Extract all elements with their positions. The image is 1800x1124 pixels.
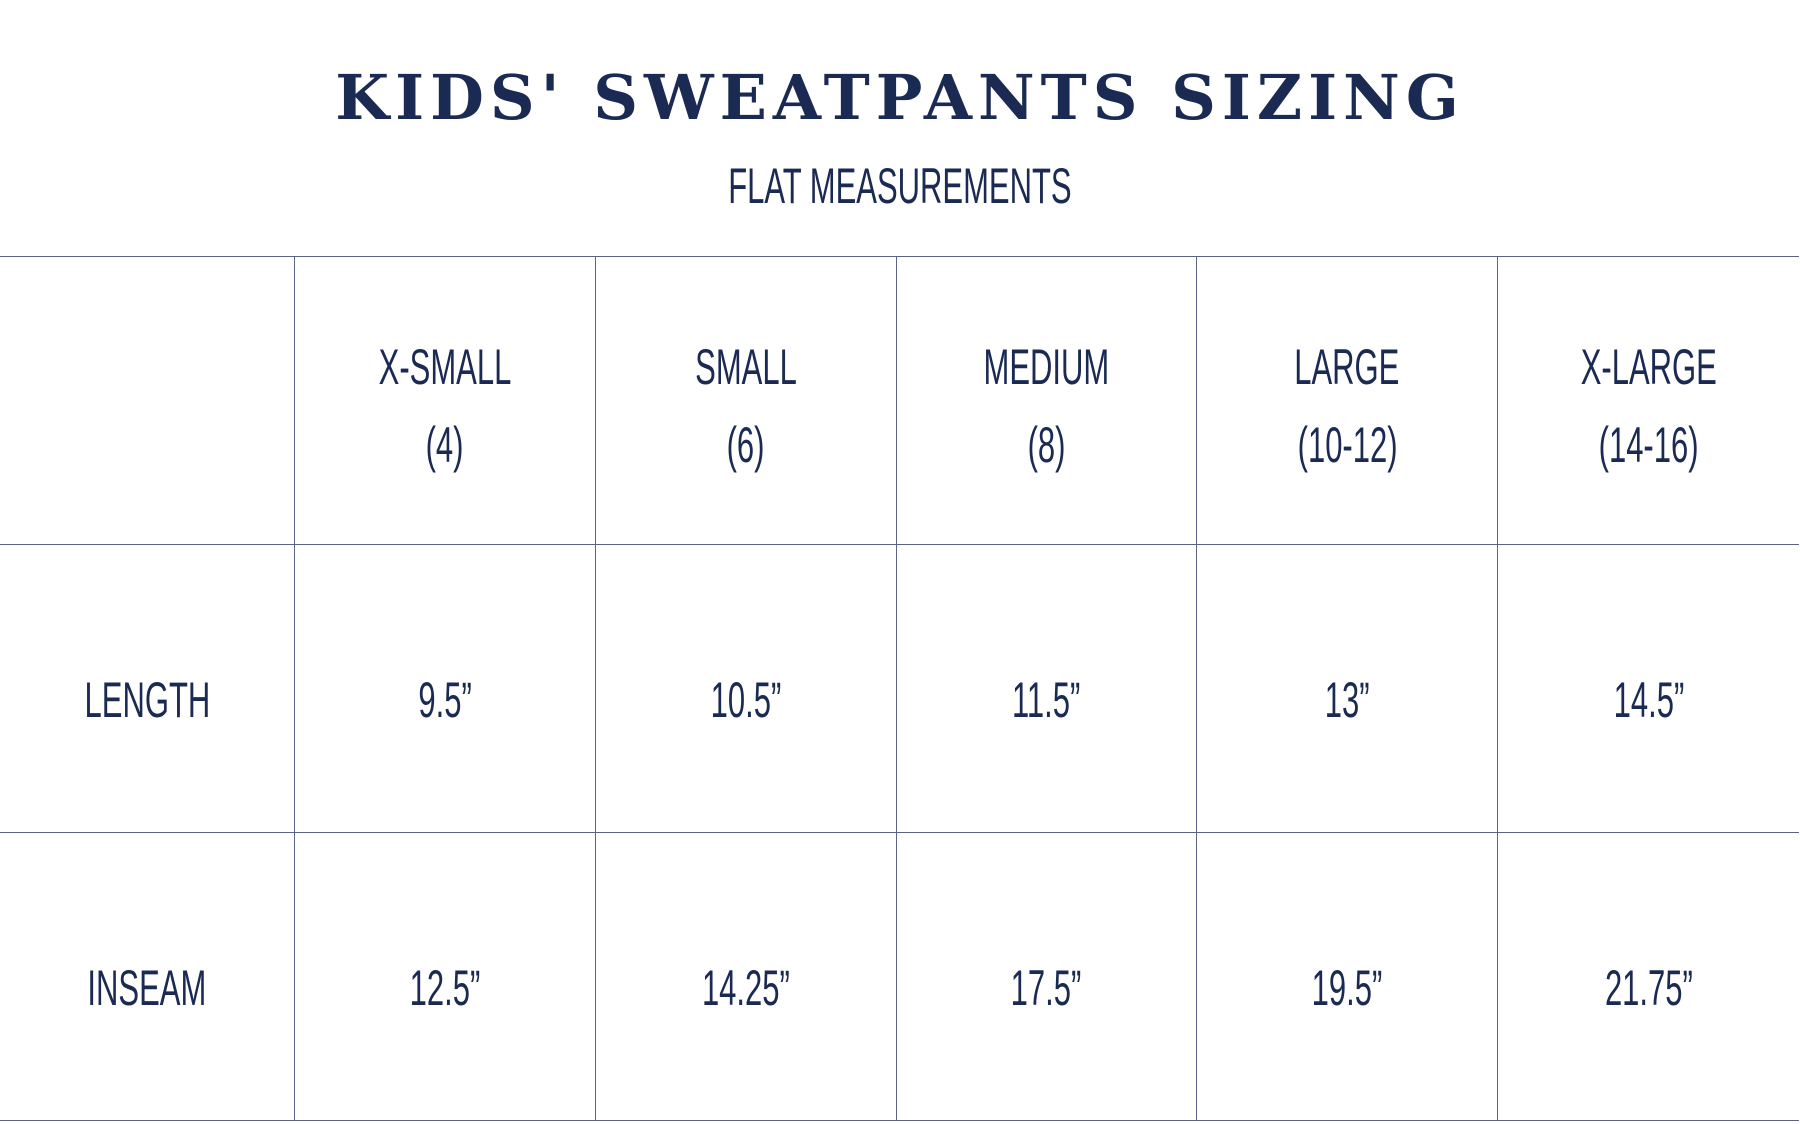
column-header: MEDIUM (8) [897, 257, 1198, 544]
table-cell: 9.5” [295, 545, 596, 832]
corner-cell [0, 257, 295, 544]
table-header-row: X-SMALL (4) SMALL (6) MEDIUM (8) LARGE (10-1… [0, 257, 1799, 545]
column-header: LARGE (10-12) [1197, 257, 1499, 544]
table-cell: 19.5” [1197, 833, 1499, 1120]
table-cell: 14.25” [596, 833, 897, 1120]
table-row: LENGTH 9.5” 10.5” 11.5” 13” 14.5” [0, 545, 1799, 833]
table-cell: 17.5” [897, 833, 1198, 1120]
size-table: X-SMALL (4) SMALL (6) MEDIUM (8) LARGE (10-1… [0, 256, 1799, 1121]
table-row: INSEAM 12.5” 14.25” 17.5” 19.5” 21.75” [0, 833, 1799, 1121]
page-title: KIDS' SWEATPANTS SIZING [335, 61, 1465, 134]
row-label: INSEAM [0, 833, 295, 1120]
table-cell: 14.5” [1613, 671, 1684, 728]
table-cell: 13” [1197, 545, 1499, 832]
column-header: SMALL (6) [596, 257, 897, 544]
page-subtitle: FLAT MEASUREMENTS [728, 158, 1072, 214]
column-header: X-SMALL (4) [295, 257, 596, 544]
row-label: LENGTH [0, 545, 295, 832]
column-header: X-LARGE (14-16) [1580, 338, 1717, 473]
table-cell: 21.75” [1604, 959, 1693, 1016]
table-cell: 11.5” [897, 545, 1198, 832]
table-cell: 10.5” [596, 545, 897, 832]
table-cell: 12.5” [295, 833, 596, 1120]
